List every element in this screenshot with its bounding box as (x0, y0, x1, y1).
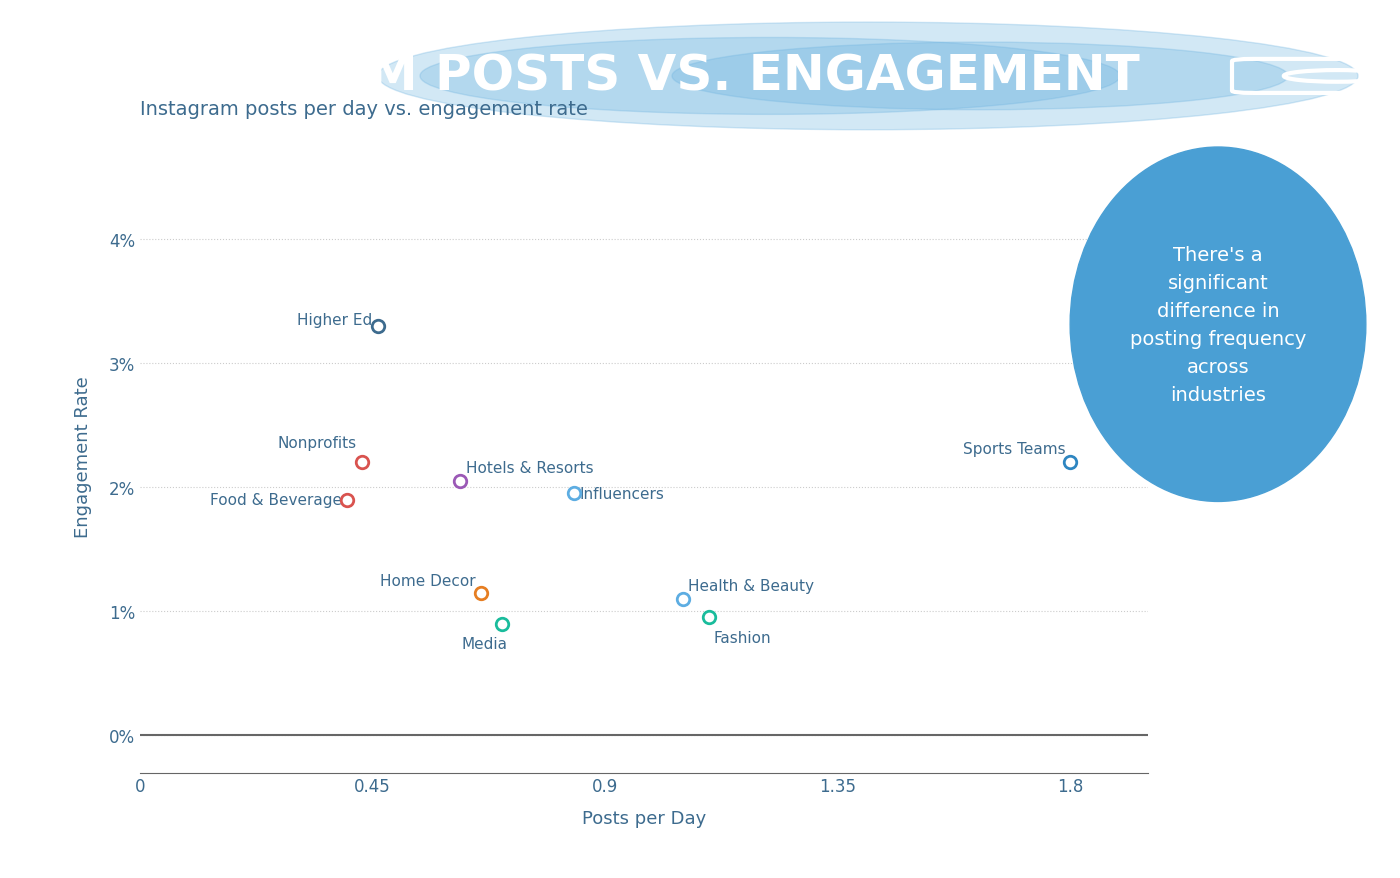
Circle shape (1070, 148, 1366, 502)
Circle shape (420, 39, 1120, 115)
Text: Higher Ed: Higher Ed (297, 313, 372, 327)
Text: Home Decor: Home Decor (381, 573, 476, 588)
Circle shape (378, 23, 1358, 131)
Text: Nonprofits: Nonprofits (279, 435, 357, 450)
Text: Health & Beauty: Health & Beauty (687, 578, 813, 593)
Text: Hotels & Resorts: Hotels & Resorts (466, 460, 594, 475)
Text: Influencers: Influencers (580, 486, 664, 501)
Y-axis label: Engagement Rate: Engagement Rate (74, 376, 92, 537)
Text: INSTAGRAM POSTS VS. ENGAGEMENT: INSTAGRAM POSTS VS. ENGAGEMENT (84, 53, 1140, 101)
Text: Media: Media (461, 637, 507, 651)
X-axis label: Posts per Day: Posts per Day (582, 810, 706, 827)
Text: There's a
significant
difference in
posting frequency
across
industries: There's a significant difference in post… (1130, 246, 1306, 404)
Circle shape (672, 43, 1288, 111)
Text: Food & Beverage: Food & Beverage (210, 493, 342, 507)
Text: Instagram posts per day vs. engagement rate: Instagram posts per day vs. engagement r… (140, 100, 588, 119)
Text: Fashion: Fashion (714, 630, 771, 645)
Text: Sports Teams: Sports Teams (963, 442, 1065, 457)
